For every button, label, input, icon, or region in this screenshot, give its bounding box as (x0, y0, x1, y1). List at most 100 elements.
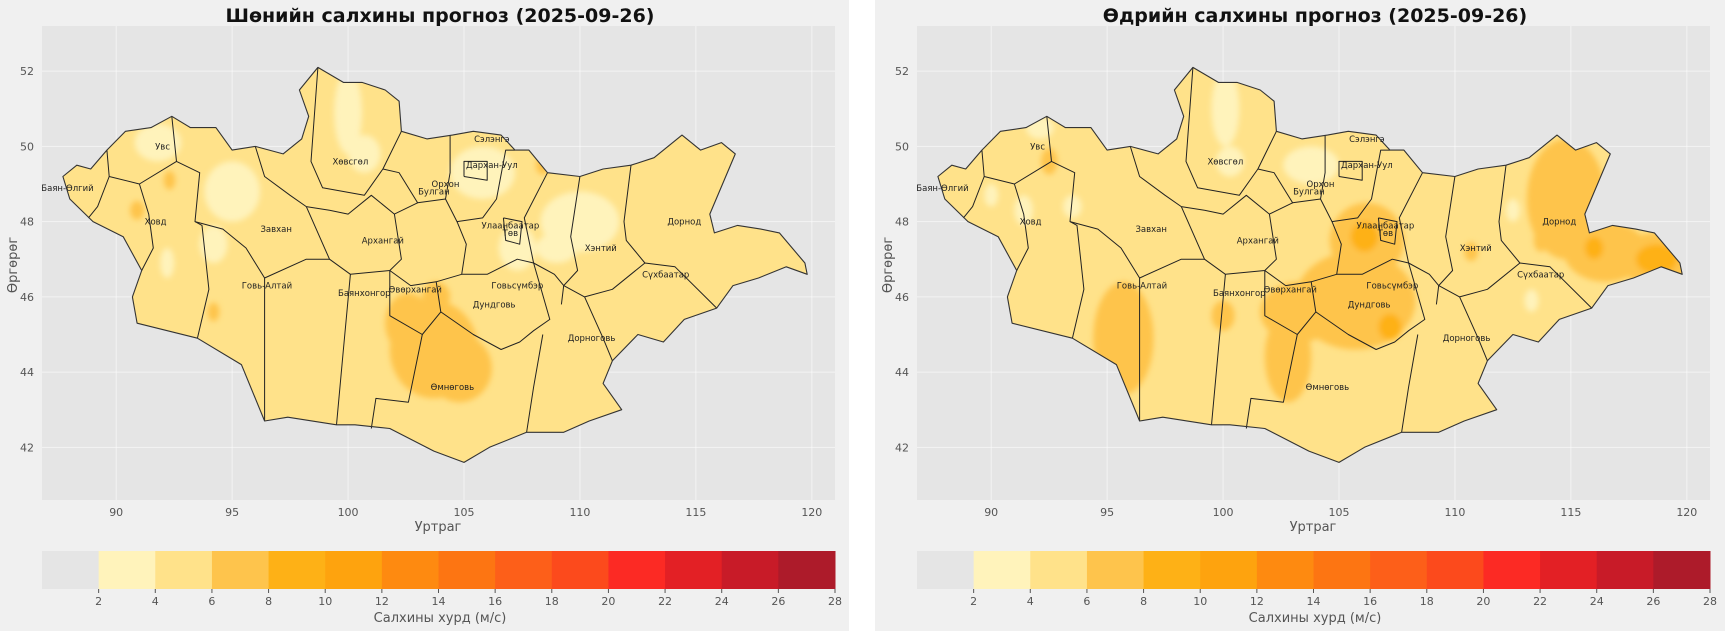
province-border (1320, 135, 1326, 200)
province-label: Баян-Өлгий (41, 184, 93, 194)
province-label: Баянхонгор (1213, 289, 1266, 299)
colorbar-segment (438, 551, 496, 589)
chart-title: Өдрийн салхины прогноз (2025-09-26) (1103, 5, 1527, 27)
wind-contour (1563, 221, 1648, 282)
colorbar-tick-label: 26 (771, 595, 785, 608)
colorbar-tick-label: 14 (432, 595, 446, 608)
x-tick-label: 90 (984, 506, 998, 519)
wind-field (937, 67, 1683, 463)
colorbar-segment (608, 551, 666, 589)
province-label: Говь-Алтай (242, 282, 292, 292)
colorbar-tick-label: 2 (95, 595, 102, 608)
wind-contour (1211, 300, 1235, 331)
province-label: Хэнтий (1460, 244, 1492, 254)
province-border (584, 262, 718, 309)
x-axis-label: Уртраг (1290, 520, 1337, 535)
province-border (1438, 285, 1488, 361)
province-label: Увс (1030, 142, 1045, 152)
province-border (194, 221, 266, 279)
province-border (1139, 206, 1205, 421)
axis-ticks: 90 95 100 105 110 115 120 42 44 46 48 50 52 (895, 65, 1697, 519)
chart-panel-day: Өдрийн салхины прогноз (2025-09-26) Увс Б… (875, 0, 1725, 631)
wind-contour (984, 184, 999, 207)
colorbar-tick-label: 8 (265, 595, 272, 608)
y-tick-label: 52 (20, 65, 34, 78)
province-border (1377, 217, 1398, 245)
colorbar-tick-label: 14 (1307, 595, 1321, 608)
colorbar-segment (1540, 551, 1598, 589)
colorbar-tick-label: 10 (1193, 595, 1207, 608)
colorbar-tick-label: 24 (715, 595, 729, 608)
wind-contour (348, 135, 381, 173)
wind-contour (1063, 195, 1082, 218)
province-border (1014, 160, 1052, 185)
wind-contour (1584, 236, 1604, 260)
province-border (563, 176, 581, 286)
wind-contour (1216, 146, 1244, 177)
colorbar-tick-label: 4 (1027, 595, 1034, 608)
province-border (1338, 160, 1363, 181)
province-border (445, 135, 451, 200)
wind-contour (130, 200, 145, 220)
province-border (370, 334, 423, 429)
x-tick-label: 95 (225, 506, 239, 519)
province-label: Өвөрхангай (389, 285, 442, 295)
x-tick-label: 95 (1100, 506, 1114, 519)
province-labels: Увс Баян-Өлгий Ховд Завхан Говь-Алтай Хөвсгөл… (916, 135, 1576, 393)
wind-contour (204, 161, 260, 222)
colorbar-segment (1200, 551, 1258, 589)
province-border (336, 274, 351, 425)
colorbar-tick-label: 28 (828, 595, 842, 608)
wind-contour (1533, 229, 1548, 252)
colorbar-tick-label: 16 (488, 595, 502, 608)
x-tick-label: 100 (1213, 506, 1234, 519)
wind-contour (1260, 281, 1340, 342)
province-label: Улаанбаатар (481, 221, 539, 231)
colorbar-tick-label: 24 (1590, 595, 1604, 608)
province-label: Завхан (260, 225, 291, 235)
colorbar-tick-label: 6 (208, 595, 215, 608)
x-tick-label: 105 (454, 506, 475, 519)
country-outline (937, 66, 1683, 463)
x-tick-label: 120 (801, 506, 822, 519)
colorbar-segment (665, 551, 723, 589)
colorbar-label: Салхины хурд (м/с) (374, 611, 507, 626)
y-axis-label: Өргөрөг (881, 237, 896, 293)
province-border (264, 206, 330, 421)
province-border (1401, 334, 1419, 433)
province-label: Дархан-Уул (466, 161, 518, 171)
colorbar: 2 4 6 8 10 12 14 16 18 20 22 24 26 28 (917, 551, 1717, 608)
province-label: Дорноговь (568, 334, 616, 344)
wind-contour (160, 247, 175, 279)
province-label: Увс (155, 142, 170, 152)
x-tick-label: 105 (1329, 506, 1350, 519)
province-labels: Увс Баян-Өлгий Ховд Завхан Говь-Алтай Хөвсгөл… (41, 135, 701, 393)
province-border (139, 160, 177, 185)
colorbar-segment (1313, 551, 1371, 589)
province-label: Ховд (145, 218, 167, 228)
province-border (310, 67, 402, 196)
colorbar-segment (495, 551, 553, 589)
province-label: Хөвсгөл (1207, 157, 1243, 167)
y-axis-label: Өргөрөг (6, 237, 21, 293)
province-label: Говь-Алтай (1117, 282, 1167, 292)
wind-contour (1350, 221, 1379, 252)
province-label: Орхон (1307, 180, 1335, 190)
wind-contour (1505, 199, 1520, 222)
x-axis-label: Уртраг (415, 520, 462, 535)
province-border (533, 262, 565, 305)
province-label: Өвөрхангай (1264, 285, 1317, 295)
province-label: Өмнөговь (1306, 383, 1350, 393)
wind-contour (1283, 146, 1340, 184)
province-label: Дархан-Уул (1341, 161, 1393, 171)
province-border (1459, 262, 1593, 309)
colorbar-label: Салхины хурд (м/с) (1249, 611, 1382, 626)
province-border (526, 334, 544, 433)
province-label: Булган (418, 188, 450, 198)
colorbar-segment (211, 551, 270, 589)
province-border (109, 176, 154, 271)
chart-title: Шөнийн салхины прогноз (2025-09-26) (226, 5, 655, 27)
colorbar-tick-label: 26 (1646, 595, 1660, 608)
axis-ticks: 90 95 100 105 110 115 120 42 44 46 48 50 52 (20, 65, 822, 519)
province-label: Төв (502, 229, 518, 239)
